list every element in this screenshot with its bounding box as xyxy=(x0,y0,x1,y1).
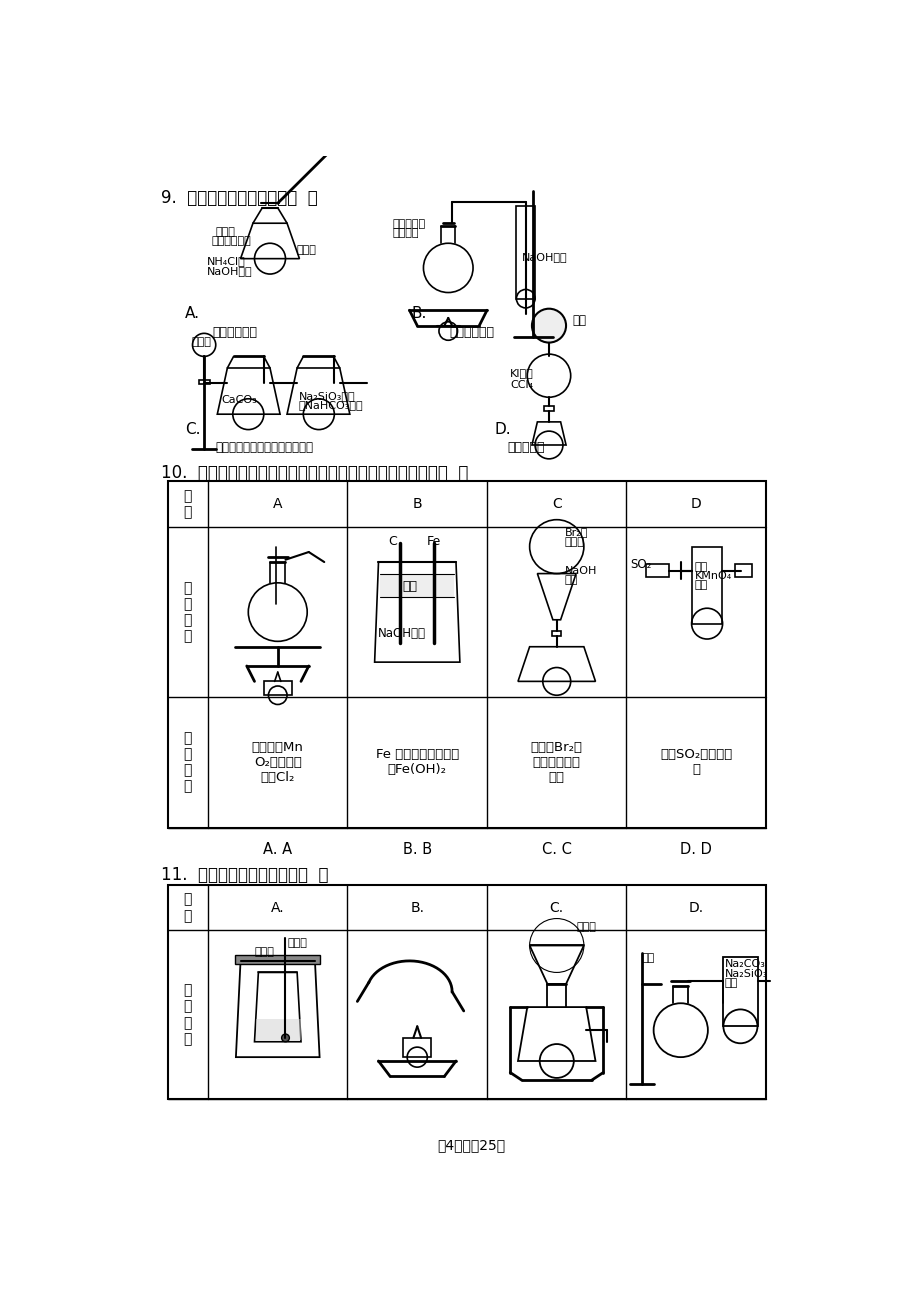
Text: 实
验
目
的: 实 验 目 的 xyxy=(184,730,192,793)
Text: 烧碱: 烧碱 xyxy=(641,953,654,963)
Text: 氯水: 氯水 xyxy=(572,314,585,327)
Text: 证明SO₂具有漂白
性: 证明SO₂具有漂白 性 xyxy=(660,749,732,776)
Text: C. C: C. C xyxy=(541,841,571,857)
Text: D: D xyxy=(690,497,701,512)
Bar xyxy=(692,547,721,624)
Text: 实验室用Mn
O₂和浓盐酸
制取Cl₂: 实验室用Mn O₂和浓盐酸 制取Cl₂ xyxy=(252,741,303,784)
Text: 湿润的: 湿润的 xyxy=(216,227,235,237)
Text: C: C xyxy=(388,535,396,548)
Text: 玻璃棒: 玻璃棒 xyxy=(296,245,316,255)
Text: 硬纸板: 硬纸板 xyxy=(255,947,274,957)
Text: A.: A. xyxy=(185,306,199,322)
Bar xyxy=(734,564,751,577)
Text: 酸性: 酸性 xyxy=(694,562,708,572)
Text: Br₂的: Br₂的 xyxy=(564,527,587,538)
Text: NaOH: NaOH xyxy=(564,566,596,575)
Bar xyxy=(167,482,766,828)
Text: 选
项: 选 项 xyxy=(184,893,192,923)
Text: A.: A. xyxy=(270,901,284,915)
Text: C: C xyxy=(551,497,561,512)
Text: 检验碘离子: 检验碘离子 xyxy=(506,441,544,454)
Text: 11.  下列实验叙述正确的是（  ）: 11. 下列实验叙述正确的是（ ） xyxy=(162,866,329,884)
Text: 乙酸、乙醇: 乙酸、乙醇 xyxy=(392,219,425,229)
Text: 比较氯、硅、碳元素的非金属性: 比较氯、硅、碳元素的非金属性 xyxy=(216,441,313,454)
Text: Na₂CO₃: Na₂CO₃ xyxy=(724,960,765,970)
Text: 稀硝酸: 稀硝酸 xyxy=(191,337,211,348)
Text: 和NaHCO₃溶液: 和NaHCO₃溶液 xyxy=(299,400,363,410)
Bar xyxy=(722,957,757,1026)
Text: 溶液: 溶液 xyxy=(564,575,577,585)
Bar xyxy=(544,406,553,411)
Text: D.: D. xyxy=(688,901,703,915)
Bar xyxy=(167,885,766,1099)
Text: B.: B. xyxy=(410,901,424,915)
Text: 实
验
装
置: 实 验 装 置 xyxy=(184,581,192,643)
Circle shape xyxy=(531,309,565,342)
Bar xyxy=(235,954,320,963)
Text: 仪
器
药
品: 仪 器 药 品 xyxy=(184,983,192,1046)
Text: 溶液: 溶液 xyxy=(694,581,708,591)
Text: 第4页，共25页: 第4页，共25页 xyxy=(437,1139,505,1152)
Bar xyxy=(323,130,348,155)
Text: 排胶管: 排胶管 xyxy=(575,922,596,932)
Text: C.: C. xyxy=(185,422,200,437)
Text: B: B xyxy=(412,497,422,512)
Text: NaOH溶液: NaOH溶液 xyxy=(521,253,567,263)
Bar xyxy=(255,1018,301,1040)
Text: B.: B. xyxy=(411,306,426,322)
Text: 苯溶液: 苯溶液 xyxy=(564,536,584,547)
Text: 溶液: 溶液 xyxy=(724,978,737,988)
Bar xyxy=(645,564,668,577)
Text: A. A: A. A xyxy=(263,841,292,857)
Bar xyxy=(403,1038,431,1057)
Text: CCl₄: CCl₄ xyxy=(510,380,533,391)
Text: Fe 在通电条件下转化
为Fe(OH)₂: Fe 在通电条件下转化 为Fe(OH)₂ xyxy=(375,749,459,776)
Bar xyxy=(551,630,561,635)
Text: 和浓硫酸: 和浓硫酸 xyxy=(392,228,418,238)
Bar xyxy=(516,206,535,298)
Text: 红色石蕊试纸: 红色石蕊试纸 xyxy=(211,236,252,246)
Text: D.: D. xyxy=(494,422,511,437)
Text: 将苯从Br₂的
苯溶液中分离
出苯: 将苯从Br₂的 苯溶液中分离 出苯 xyxy=(530,741,582,784)
Bar xyxy=(199,380,210,384)
Text: D. D: D. D xyxy=(679,841,711,857)
Text: NaOH溶液: NaOH溶液 xyxy=(378,628,425,641)
Circle shape xyxy=(281,1034,289,1042)
Text: A: A xyxy=(273,497,282,512)
Text: 煤油: 煤油 xyxy=(402,579,416,592)
Text: KMnO₄: KMnO₄ xyxy=(694,572,732,581)
Text: NaOH溶液: NaOH溶液 xyxy=(206,266,252,276)
Text: KI溶液: KI溶液 xyxy=(510,368,533,378)
Text: SO₂: SO₂ xyxy=(630,559,651,572)
Text: Fe: Fe xyxy=(426,535,440,548)
Text: 选
项: 选 项 xyxy=(184,490,192,519)
Text: 制取乙酸乙酯: 制取乙酸乙酯 xyxy=(448,326,494,339)
Text: NH₄Cl、: NH₄Cl、 xyxy=(206,256,245,267)
Text: C.: C. xyxy=(549,901,563,915)
Text: 9.  无法达到实验目的的是（  ）: 9. 无法达到实验目的的是（ ） xyxy=(162,189,318,207)
Text: CaCO₃: CaCO₃ xyxy=(221,395,256,405)
Text: Na₂SiO₃: Na₂SiO₃ xyxy=(724,969,767,979)
Text: Na₂SiO₃溶液: Na₂SiO₃溶液 xyxy=(299,391,355,401)
Text: 温度计: 温度计 xyxy=(288,937,307,948)
Text: B. B: B. B xyxy=(403,841,431,857)
Text: 检验铵根离子: 检验铵根离子 xyxy=(212,326,257,339)
Text: 10.  使用下列实验装置进行实验，能达到相应实验目的的是（  ）: 10. 使用下列实验装置进行实验，能达到相应实验目的的是（ ） xyxy=(162,465,469,482)
Bar xyxy=(380,574,454,596)
Bar xyxy=(264,681,291,695)
